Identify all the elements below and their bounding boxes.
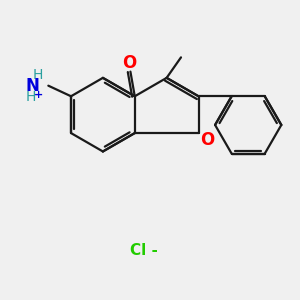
Text: N: N	[25, 77, 39, 95]
Text: H: H	[26, 90, 36, 104]
Text: Cl -: Cl -	[130, 243, 158, 258]
Text: +: +	[34, 90, 43, 100]
Text: O: O	[122, 54, 136, 72]
Text: O: O	[200, 130, 214, 148]
Text: H: H	[32, 68, 43, 83]
